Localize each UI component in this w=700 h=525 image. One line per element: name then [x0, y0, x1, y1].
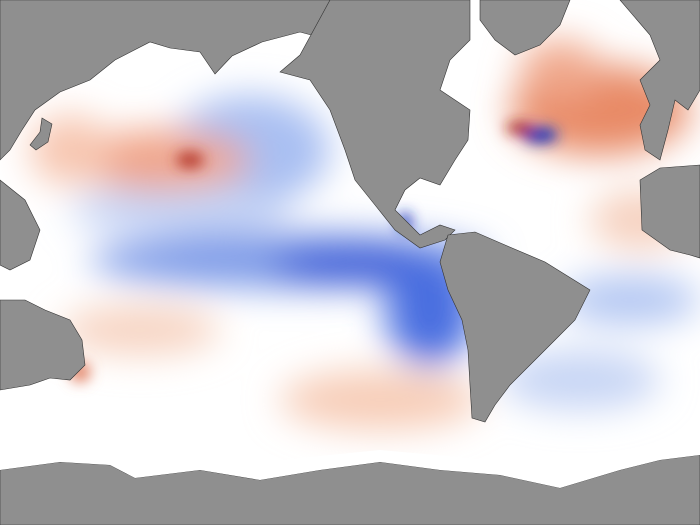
- south-america: [439, 231, 591, 423]
- asia: [0, 0, 331, 161]
- australia: [0, 299, 86, 391]
- japan: [29, 117, 53, 151]
- africa: [639, 164, 700, 259]
- maritime-asia: [0, 179, 41, 271]
- europe: [619, 0, 700, 161]
- north-america: [279, 0, 471, 249]
- greenland: [479, 0, 571, 56]
- sea-ice: [0, 440, 700, 488]
